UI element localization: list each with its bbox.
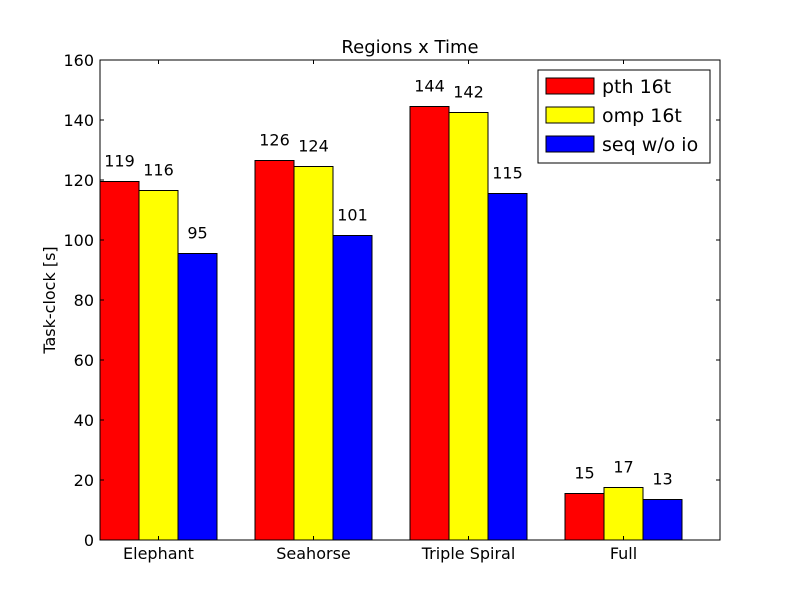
plot-frame bbox=[99, 59, 721, 541]
y-axis-label: Task-clock [s] bbox=[40, 246, 59, 354]
bar-omp-16t-seahorse bbox=[293, 166, 334, 541]
bar-omp-16t-triple-spiral bbox=[448, 112, 489, 541]
x-tick-label-elephant: Elephant bbox=[123, 544, 194, 563]
bar-seq-w-o-io-full bbox=[642, 499, 683, 541]
bar-omp-16t-elephant bbox=[138, 190, 179, 541]
data-label-omp-16t-elephant: 116 bbox=[143, 161, 174, 180]
ticks-layer: Elephant Seahorse Triple Spiral Full 0 20 40 60… bbox=[63, 51, 720, 563]
data-label-omp-16t-seahorse: 124 bbox=[298, 137, 329, 156]
data-label-seq-w-o-io-triple-spiral: 115 bbox=[492, 164, 523, 183]
data-label-pth-16t-triple-spiral: 144 bbox=[414, 77, 445, 96]
y-tick-label-160: 160 bbox=[63, 51, 94, 70]
y-tick-label-80: 80 bbox=[74, 291, 94, 310]
x-tick-label-full: Full bbox=[610, 544, 637, 563]
bar-pth-16t-elephant bbox=[99, 181, 140, 541]
bar-seq-w-o-io-elephant bbox=[177, 253, 218, 541]
bar-seq-w-o-io-triple-spiral bbox=[487, 193, 528, 541]
legend-label-pth-16t: pth 16t bbox=[602, 76, 671, 98]
data-label-pth-16t-seahorse: 126 bbox=[259, 131, 290, 150]
y-tick-label-40: 40 bbox=[74, 411, 94, 430]
y-tick-label-0: 0 bbox=[84, 531, 94, 550]
data-label-seq-w-o-io-seahorse: 101 bbox=[337, 206, 368, 225]
data-label-seq-w-o-io-full: 13 bbox=[652, 470, 672, 489]
y-tick-label-140: 140 bbox=[63, 111, 94, 130]
legend-label-seq-w-o-io: seq w/o io bbox=[602, 134, 698, 156]
bars-layer: 119 116 95 126 124 101 144 142 115 15 17 13 bbox=[99, 77, 683, 541]
y-tick-label-20: 20 bbox=[74, 471, 94, 490]
legend-swatch-seq-w-o-io bbox=[545, 135, 595, 153]
bar-pth-16t-seahorse bbox=[254, 160, 295, 541]
legend-label-omp-16t: omp 16t bbox=[602, 105, 682, 127]
x-tick-label-seahorse: Seahorse bbox=[276, 544, 351, 563]
bar-pth-16t-full bbox=[564, 493, 605, 541]
y-tick-label-100: 100 bbox=[63, 231, 94, 250]
x-tick-label-triple-spiral: Triple Spiral bbox=[421, 544, 516, 563]
bar-omp-16t-full bbox=[603, 487, 644, 541]
data-label-pth-16t-full: 15 bbox=[574, 464, 594, 483]
legend-swatch-pth-16t bbox=[545, 77, 595, 95]
bar-pth-16t-triple-spiral bbox=[409, 106, 450, 541]
bar-seq-w-o-io-seahorse bbox=[332, 235, 373, 541]
data-label-omp-16t-full: 17 bbox=[613, 458, 633, 477]
legend-swatch-omp-16t bbox=[545, 106, 595, 124]
data-label-omp-16t-triple-spiral: 142 bbox=[453, 83, 484, 102]
legend: pth 16t omp 16t seq w/o io bbox=[537, 69, 711, 164]
y-tick-label-60: 60 bbox=[74, 351, 94, 370]
chart-title: Regions x Time bbox=[341, 37, 478, 58]
data-label-seq-w-o-io-elephant: 95 bbox=[187, 224, 207, 243]
data-label-pth-16t-elephant: 119 bbox=[104, 152, 135, 171]
y-tick-label-120: 120 bbox=[63, 171, 94, 190]
